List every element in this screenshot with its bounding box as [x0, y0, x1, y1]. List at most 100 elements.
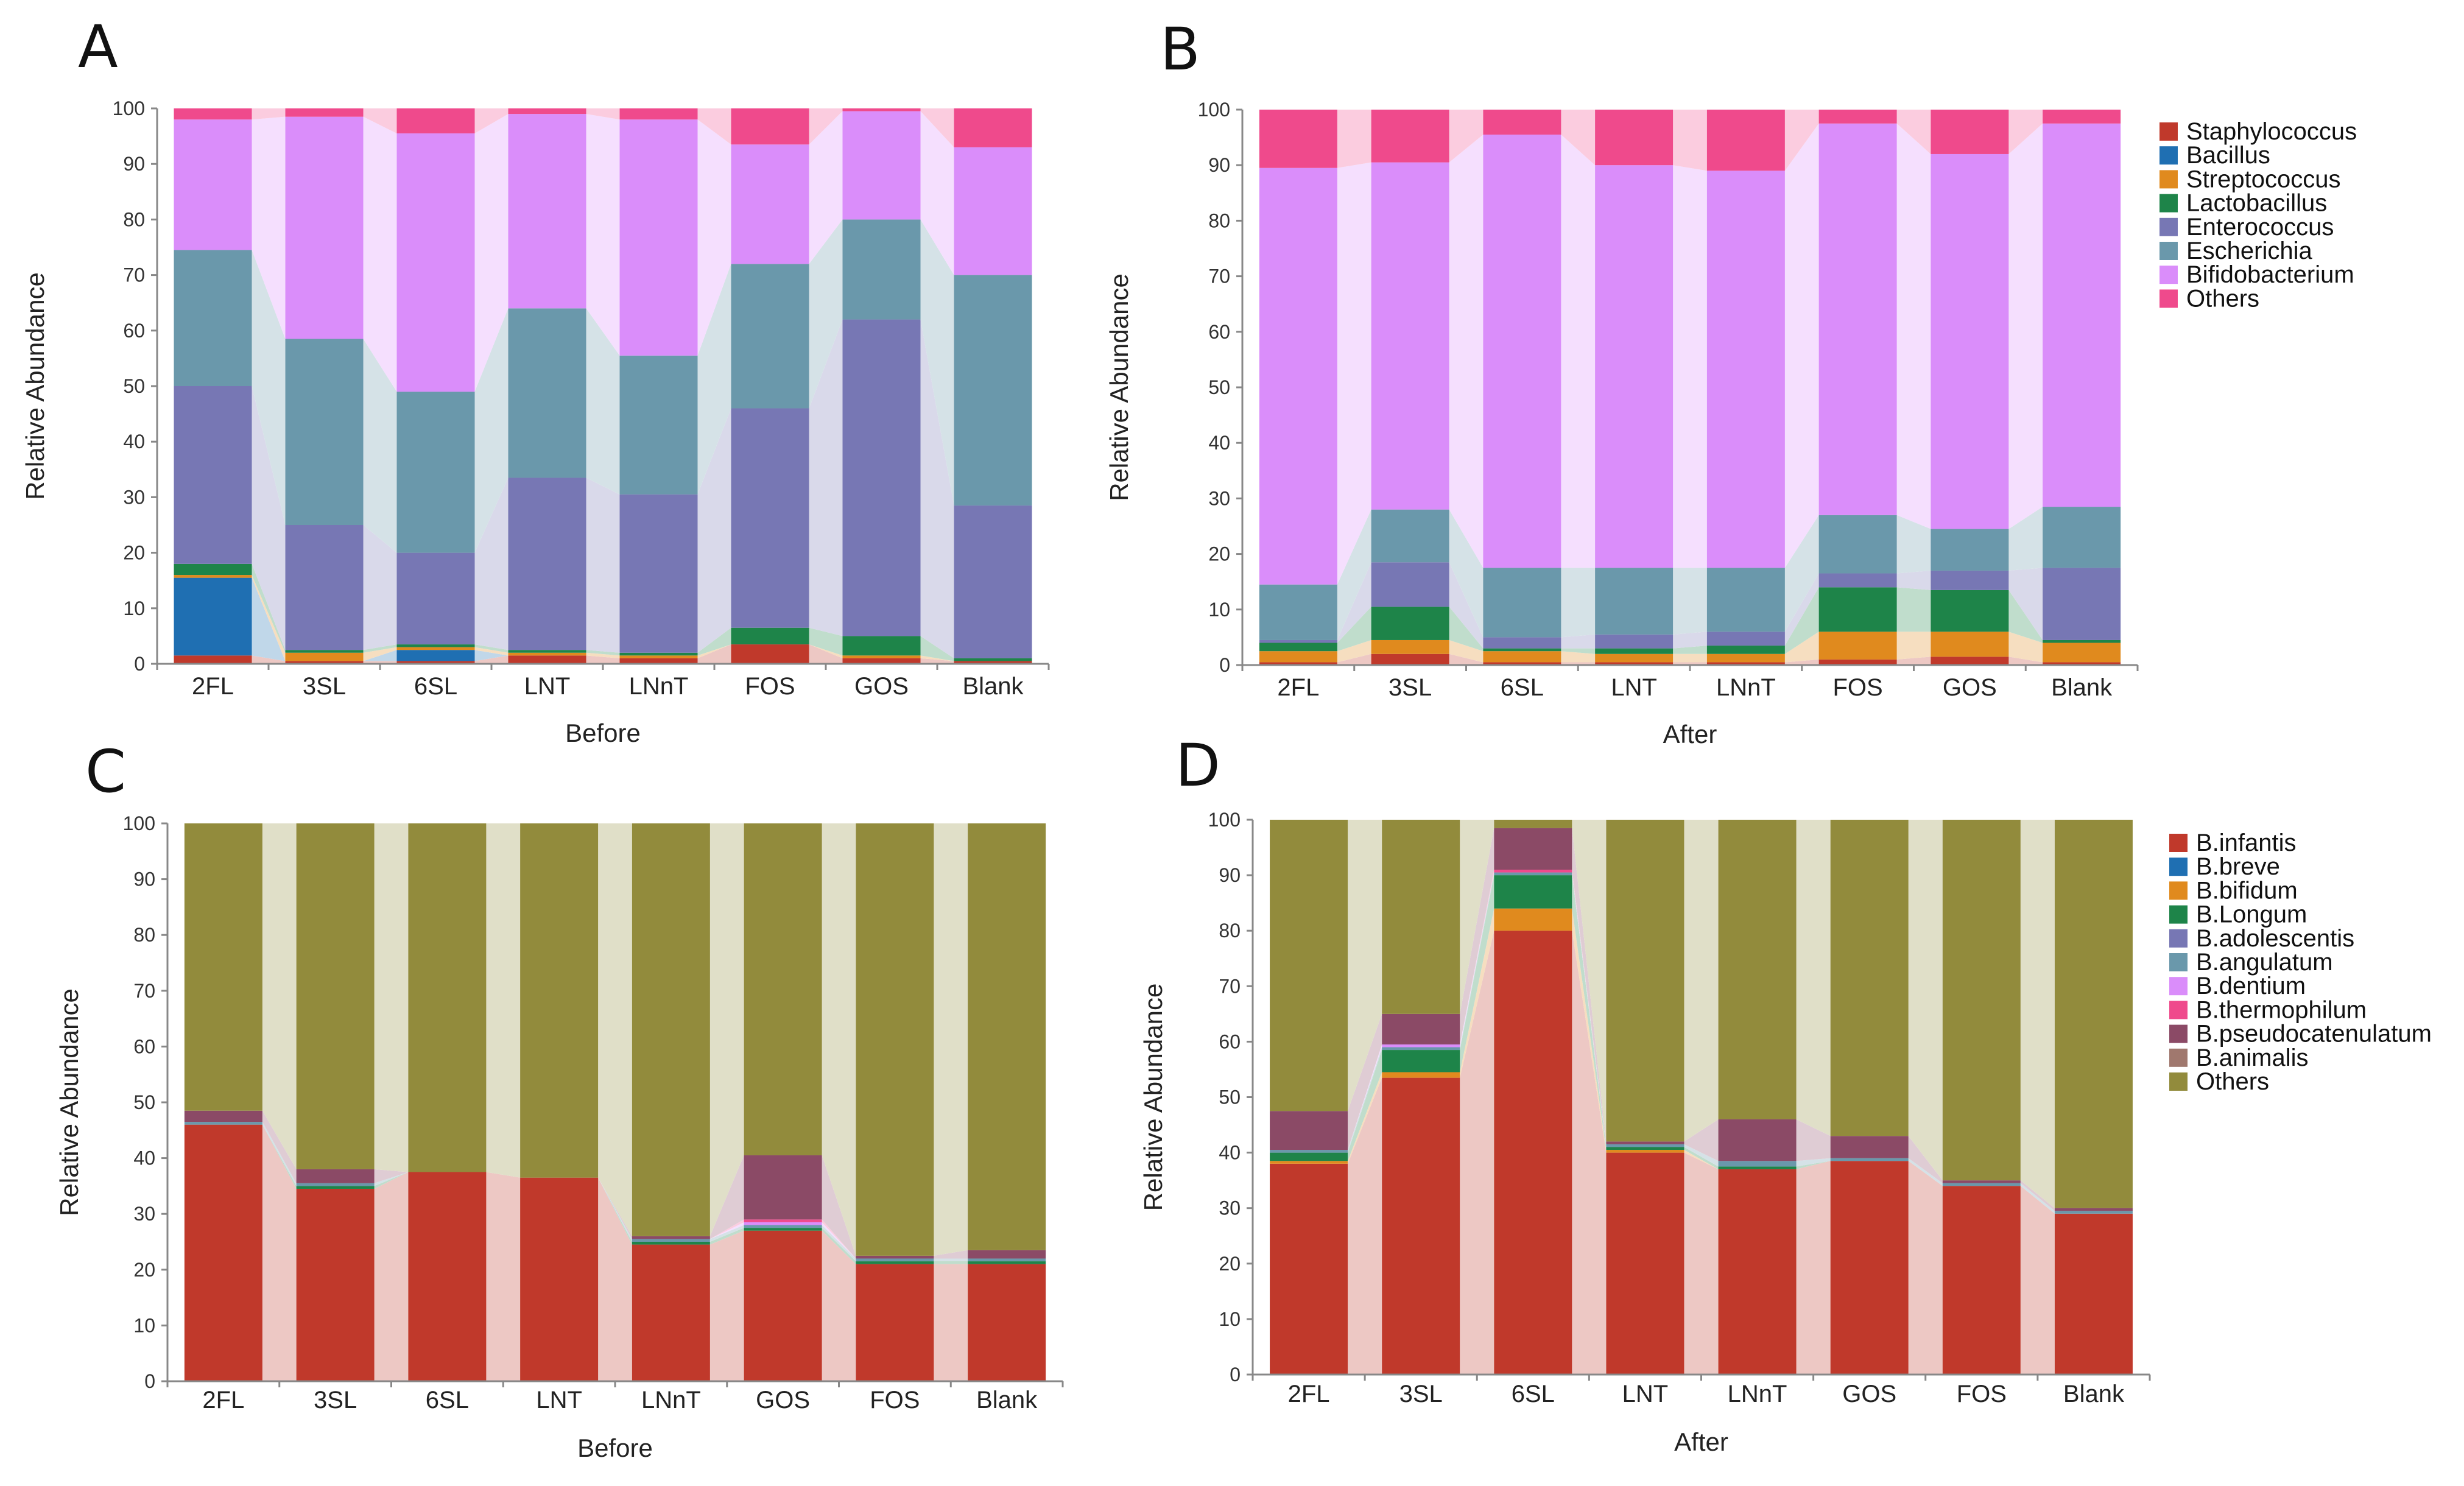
flow-band-escherichia: [1673, 568, 1707, 635]
flow-band-enterococcus: [1449, 562, 1484, 649]
flow-band-b-pseudocatenulatum: [1796, 1119, 1831, 1161]
x-tick-label-3sl: 3SL: [314, 1387, 357, 1414]
y-tick-label: 50: [1219, 1086, 1241, 1108]
bar-segment-fos-lactobacillus: [1818, 587, 1897, 632]
flow-band-b-pseudocatenulatum: [934, 1250, 968, 1259]
y-tick-label: 20: [1208, 543, 1230, 565]
flow-band-b-thermophilum: [1460, 869, 1494, 1044]
legend-label-b-bifidum: B.bifidum: [2196, 877, 2298, 904]
bar-segment-lnnt-lactobacillus: [619, 652, 698, 656]
panel-letter-d: D: [1175, 731, 1220, 800]
flow-band-b-pseudocatenulatum: [2020, 1180, 2055, 1211]
bar-segment-blank-enterococcus: [2043, 568, 2121, 640]
flow-band-b-longum: [262, 1124, 297, 1189]
flow-band-b-pseudocatenulatum: [1684, 1119, 1719, 1161]
x-tick-label-lnt: LNT: [1611, 674, 1657, 701]
legend-label-others: Others: [2196, 1068, 2269, 1095]
y-axis-title: Relative Abundance: [55, 988, 83, 1216]
bar-segment-fos-others: [1942, 820, 2021, 1181]
chart-panel-a: 0 10 20 30 40 50 60 70 80 90 100 2FL 3SL 6SL LNT LNnT FO…: [21, 13, 1050, 747]
bar-segment-lnt-others: [1595, 110, 1674, 166]
bar-segment-6sl-b-longum: [1494, 875, 1572, 909]
bar-segment-3sl-b-pseudocatenulatum: [1382, 1013, 1460, 1044]
bar-segment-blank-lactobacillus: [2043, 639, 2121, 643]
flow-band-staphylococcus: [920, 658, 954, 664]
flow-band-bifidobacterium: [697, 119, 731, 356]
bar-segment-3sl-lactobacillus: [1371, 607, 1449, 640]
bar-segment-lnt-others: [1606, 820, 1684, 1142]
flow-band-streptococcus: [474, 647, 509, 656]
bar-segment-6sl-b-infantis: [408, 1172, 487, 1381]
flow-band-lactobacillus: [809, 627, 843, 656]
flow-band-b-dentium: [709, 1222, 744, 1239]
flow-band-bifidobacterium: [586, 114, 620, 356]
x-tick-label-gos: GOS: [854, 673, 909, 700]
flow-band-b-angulatum: [934, 1258, 968, 1262]
x-tick-label-6sl: 6SL: [1512, 1381, 1555, 1407]
x-tick-label-gos: GOS: [1943, 674, 1997, 701]
chart-panel-c: 0 10 20 30 40 50 60 70 80 90 100 2FL 3SL 6SL LNT LNnT GO…: [55, 738, 1064, 1462]
x-tick-label-3sl: 3SL: [303, 673, 346, 700]
bar-segment-gos-b-dentium: [744, 1222, 822, 1225]
flow-band-others: [709, 823, 744, 1236]
flow-band-b-longum: [1460, 875, 1494, 1072]
bar-segment-lnt-bifidobacterium: [1595, 165, 1674, 568]
bar-segment-2fl-lactobacillus: [1259, 643, 1337, 652]
flow-band-b-bifidum: [1460, 908, 1494, 1078]
bar-segment-2fl-bacillus: [174, 577, 252, 656]
bar-segment-6sl-streptococcus: [1483, 651, 1561, 663]
flow-band-enterococcus: [586, 477, 620, 653]
legend-label-b-angulatum: B.angulatum: [2196, 949, 2333, 976]
bar-segment-blank-b-infantis: [2054, 1213, 2133, 1375]
flow-band-enterococcus: [1561, 634, 1596, 649]
flow-band-staphylococcus: [1784, 659, 1819, 665]
bar-segment-3sl-b-longum: [1382, 1050, 1460, 1072]
flow-band-b-pseudocatenulatum: [709, 1155, 744, 1239]
bar-segment-lnt-lactobacillus: [508, 650, 586, 653]
x-axis-title: Before: [577, 1434, 653, 1462]
legend-swatch-others: [2160, 289, 2178, 308]
bar-segment-3sl-b-longum: [296, 1186, 375, 1189]
bar-segment-6sl-enterococcus: [1483, 637, 1561, 649]
legend-swatch-b-bifidum: [2169, 881, 2188, 900]
bar-segment-3sl-others: [285, 108, 364, 117]
bar-segment-lnt-streptococcus: [508, 652, 586, 656]
flow-band-b-infantis: [1908, 1161, 1943, 1375]
bar-segment-fos-staphylococcus: [1818, 659, 1897, 665]
flow-band-bifidobacterium: [363, 116, 397, 392]
flow-band-lactobacillus: [363, 644, 397, 653]
y-tick-label: 40: [1208, 432, 1230, 454]
bar-segment-3sl-staphylococcus: [285, 661, 364, 664]
legend-swatch-b-angulatum: [2169, 953, 2188, 971]
y-tick-label: 10: [1208, 599, 1230, 621]
flow-band-b-bifidum: [1572, 908, 1607, 1153]
x-tick-label-fos: FOS: [870, 1387, 920, 1414]
flow-band-others: [697, 108, 731, 145]
flow-band-b-longum: [1796, 1161, 1831, 1169]
bar-segment-fos-escherichia: [1818, 515, 1897, 574]
bar-segment-3sl-enterococcus: [1371, 562, 1449, 607]
bar-segment-lnnt-escherichia: [1706, 568, 1785, 632]
flow-band-b-infantis: [262, 1124, 297, 1381]
flow-band-b-infantis: [1684, 1152, 1719, 1375]
bar-segment-2fl-escherichia: [174, 250, 252, 386]
flow-band-others: [252, 108, 286, 120]
y-tick-label: 60: [123, 320, 145, 342]
bar-segment-blank-b-infantis: [968, 1264, 1046, 1381]
flow-band-b-infantis: [822, 1230, 856, 1381]
bar-segment-fos-bifidobacterium: [1818, 123, 1897, 515]
flow-band-b-longum: [374, 1172, 409, 1189]
legend-swatch-b-longum: [2169, 905, 2188, 924]
x-tick-label-2fl: 2FL: [1288, 1381, 1330, 1407]
bar-segment-fos-staphylococcus: [731, 644, 809, 664]
y-tick-label: 60: [1219, 1030, 1241, 1052]
y-tick-label: 70: [123, 264, 145, 286]
x-tick-label-gos: GOS: [1842, 1381, 1896, 1407]
flow-band-b-angulatum: [2020, 1183, 2055, 1214]
bar-segment-gos-enterococcus: [842, 319, 921, 636]
bar-segment-lnt-b-infantis: [520, 1177, 599, 1381]
x-tick-label-6sl: 6SL: [1501, 674, 1544, 701]
bar-segment-6sl-staphylococcus: [396, 661, 475, 664]
flow-band-staphylococcus: [474, 655, 509, 664]
bar-segment-3sl-escherichia: [1371, 509, 1449, 563]
